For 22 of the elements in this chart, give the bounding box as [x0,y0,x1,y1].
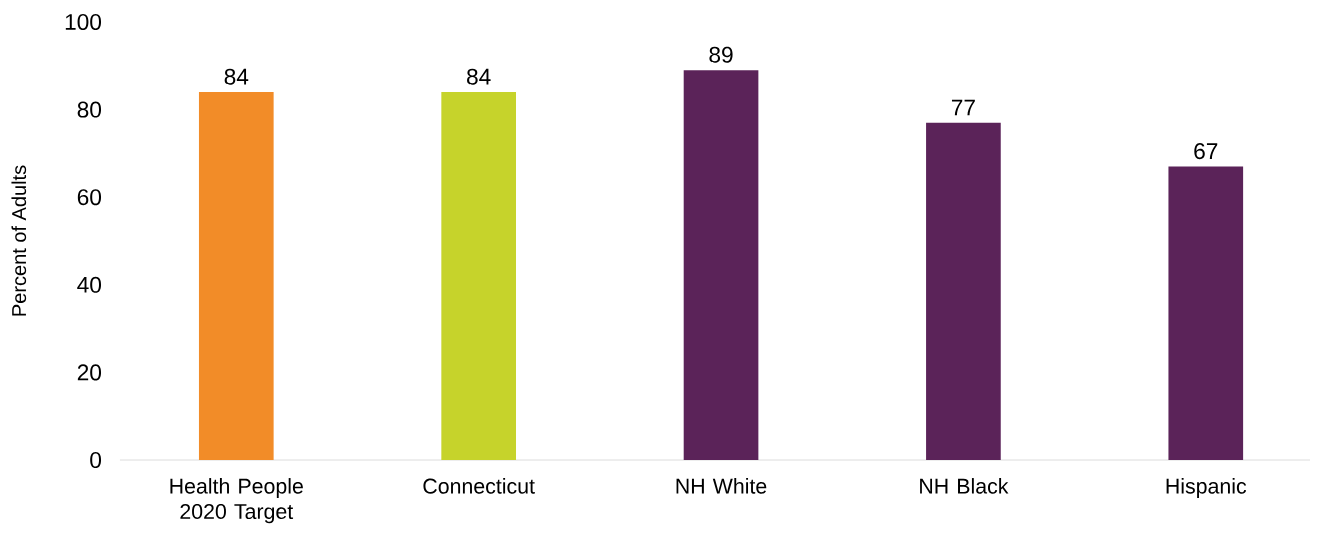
bar [926,122,1001,460]
bar [441,92,516,460]
x-tick-label: NH Black [920,478,1009,494]
y-tick-label: 0 [90,451,102,469]
data-label: 89 [709,46,733,63]
bar [198,92,274,460]
data-label: 84 [467,68,491,85]
x-tick-label: Connecticut [423,478,535,494]
y-tick-label: 60 [77,189,102,206]
bar [1168,166,1244,460]
data-label: 67 [1194,143,1218,160]
y-tick-label: 100 [65,13,102,31]
data-label: 77 [951,99,975,116]
bar [683,70,759,460]
x-tick-label: Hispanic [1166,478,1247,498]
y-tick-label: 20 [77,364,102,381]
y-axis-title: Percent of Adults [11,165,27,316]
data-label: 84 [224,68,249,85]
x-tick-label: NH White [676,478,767,494]
y-tick-label: 80 [77,101,102,118]
y-tick-label: 40 [77,276,102,293]
x-tick-label: Health People 2020 Target [170,478,303,524]
